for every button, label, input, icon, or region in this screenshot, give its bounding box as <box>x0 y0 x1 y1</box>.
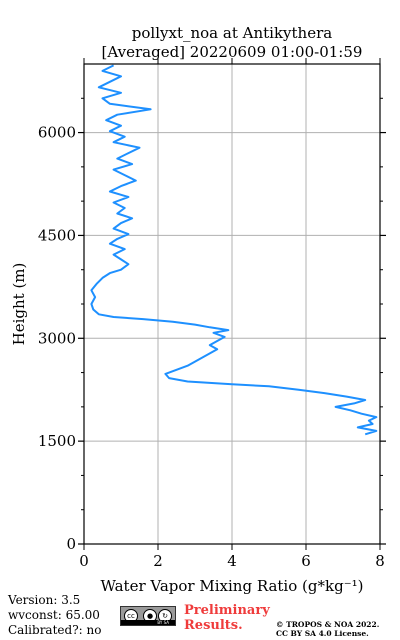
copyright-line-1: © TROPOS & NOA 2022. <box>276 620 380 629</box>
copyright-line-2: CC BY SA 4.0 License. <box>276 629 369 638</box>
preliminary-line-1: Preliminary <box>184 603 270 618</box>
cc-icon: cc <box>124 609 138 623</box>
x-tick-label: 0 <box>79 552 89 570</box>
y-tick-label: 6000 <box>38 124 76 142</box>
x-tick-label: 2 <box>153 552 163 570</box>
grid-lines <box>84 64 380 544</box>
series-layer <box>90 64 378 436</box>
wvmr-profile-line <box>90 64 378 436</box>
x-axis-label: Water Vapor Mixing Ratio (g*kg⁻¹) <box>101 577 364 595</box>
cc-strip-text: BY SA <box>121 620 175 625</box>
preliminary-line-2: Results. <box>184 618 243 633</box>
x-tick-label: 6 <box>301 552 311 570</box>
y-axis-label: Height (m) <box>10 263 28 346</box>
y-tick-label: 4500 <box>38 226 76 244</box>
calibrated-text: Calibrated?: no <box>8 623 102 637</box>
chart-title-line-2: [Averaged] 20220609 01:00-01:59 <box>102 43 363 61</box>
x-tick-label: 8 <box>375 552 385 570</box>
wvmr-profile-chart: 0 2 4 6 8 0 1500 3000 4500 6000 pollyxt_noa at An… <box>10 24 386 595</box>
y-tick-label: 1500 <box>38 432 76 450</box>
wvconst-text: wvconst: 65.00 <box>8 608 100 622</box>
x-tick-label: 4 <box>227 552 237 570</box>
cc-license-badge: cc ● ↻ BY SA <box>120 606 176 626</box>
y-tick-label: 0 <box>66 535 76 553</box>
axis-ticks: 0 2 4 6 8 0 1500 3000 4500 6000 <box>38 58 386 570</box>
version-text: Version: 3.5 <box>8 593 81 607</box>
y-tick-label: 3000 <box>38 329 76 347</box>
chart-title-line-1: pollyxt_noa at Antikythera <box>132 24 332 42</box>
